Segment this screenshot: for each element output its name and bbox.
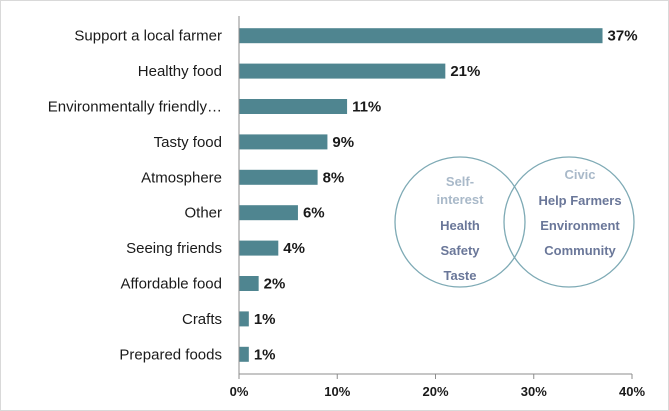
bar xyxy=(239,205,298,221)
x-tick-label: 20% xyxy=(422,384,448,399)
category-label: Support a local farmer xyxy=(74,28,222,45)
category-label: Prepared foods xyxy=(119,346,222,363)
data-label: 11% xyxy=(352,99,381,116)
venn-right-item-help-farmers: Help Farmers xyxy=(538,193,621,208)
venn-left-item-health: Health xyxy=(440,218,480,233)
bar xyxy=(239,311,249,327)
bar xyxy=(239,276,259,291)
data-label: 4% xyxy=(283,240,305,257)
x-tick-label: 10% xyxy=(324,384,350,399)
venn-right-title: Civic xyxy=(564,167,595,182)
venn-circle-right xyxy=(503,156,635,288)
data-label: 1% xyxy=(254,311,276,328)
x-tick-label: 40% xyxy=(619,384,645,399)
bar xyxy=(239,134,328,150)
venn-left-item-safety: Safety xyxy=(440,243,480,258)
bar xyxy=(239,240,279,256)
category-label: Atmosphere xyxy=(141,169,222,186)
category-label: Environmentally friendly… xyxy=(48,99,222,116)
data-label: 37% xyxy=(608,28,638,45)
category-label: Other xyxy=(184,205,222,222)
venn-left-item-taste: Taste xyxy=(444,268,477,283)
venn-annotation: Self- interest Health Safety Taste Civic… xyxy=(394,156,635,288)
category-label: Seeing friends xyxy=(126,240,222,257)
data-label: 6% xyxy=(303,205,325,222)
venn-right-item-environment: Environment xyxy=(540,218,620,233)
venn-circle-left xyxy=(394,156,526,288)
category-label: Healthy food xyxy=(138,63,222,80)
bar xyxy=(239,63,446,79)
bar xyxy=(239,28,603,44)
venn-right-item-community: Community xyxy=(544,243,616,258)
data-label: 2% xyxy=(264,276,286,293)
x-axis: 0% 10% 20% 30% 40% xyxy=(230,16,645,399)
category-label: Crafts xyxy=(182,311,222,328)
category-label: Tasty food xyxy=(154,134,222,151)
data-label: 1% xyxy=(254,346,276,363)
data-label: 21% xyxy=(450,63,480,80)
bars-layer: Support a local farmer 37% Healthy food 21%… xyxy=(48,28,638,364)
bar xyxy=(239,346,249,362)
venn-left-title-line-1: Self- xyxy=(446,174,474,189)
x-tick-label: 30% xyxy=(521,384,547,399)
bar xyxy=(239,169,318,185)
data-label: 8% xyxy=(323,169,345,186)
category-label: Affordable food xyxy=(121,276,222,293)
venn-left-title-line-2: interest xyxy=(437,192,485,207)
bar xyxy=(239,99,348,114)
x-tick-label: 0% xyxy=(230,384,249,399)
data-label: 9% xyxy=(332,134,354,151)
